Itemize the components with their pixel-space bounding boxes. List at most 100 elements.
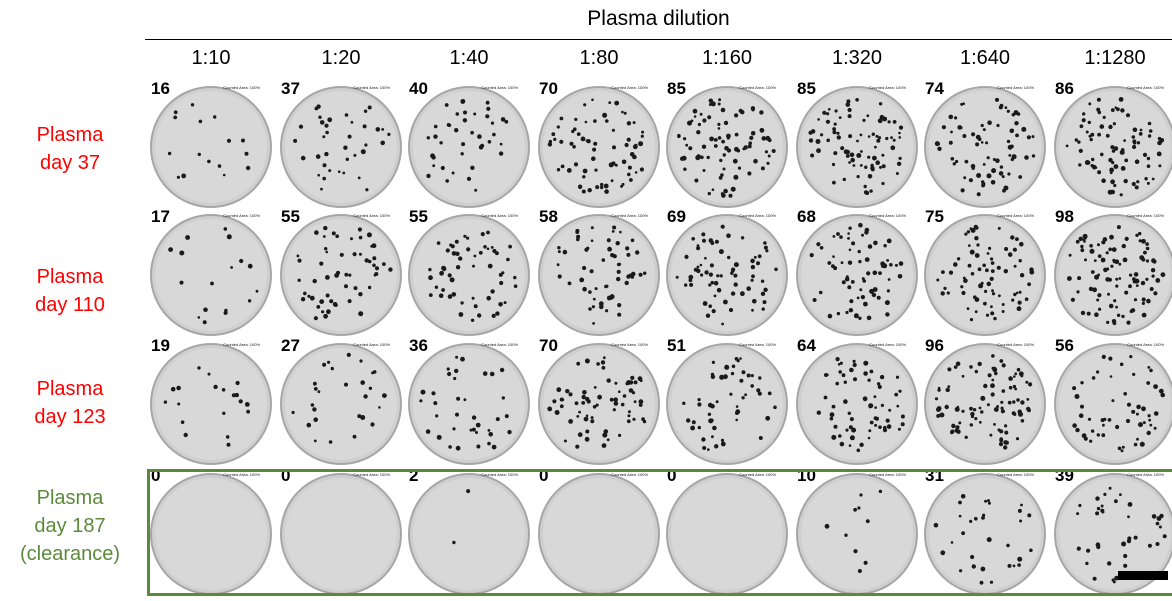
plaque-dot: [335, 234, 339, 238]
plaque-dot: [312, 278, 317, 284]
plaque-dot: [1020, 400, 1025, 405]
plaque-dot: [297, 278, 301, 282]
plaque-dot: [845, 102, 851, 107]
plaque-dot: [862, 396, 868, 402]
plaque-dot: [1134, 185, 1139, 190]
plaque-dot: [734, 132, 739, 137]
plaque-dot: [309, 295, 315, 301]
plaque-plate: 58 Counted Area: 100%: [536, 207, 662, 337]
plaque-dot: [1088, 102, 1092, 106]
plate-image: [1054, 214, 1172, 336]
plaque-plate: 70 Counted Area: 100%: [536, 336, 662, 466]
plaque-dot: [640, 134, 644, 138]
plaque-dot: [458, 256, 463, 261]
plate-medium: [929, 478, 1041, 590]
plaque-dot: [1146, 430, 1151, 436]
plaque-dot: [701, 437, 706, 442]
plaque-dot: [1112, 122, 1116, 126]
plaque-dot: [446, 367, 450, 371]
plaque-dot: [625, 381, 629, 386]
plaque-dot: [962, 276, 966, 280]
plaque-dot: [1155, 542, 1160, 546]
plaque-dot: [1141, 297, 1146, 302]
plaque-dot: [843, 399, 848, 404]
plaque-dot: [866, 315, 872, 321]
plaque-dot: [832, 235, 836, 238]
plaque-dot: [593, 386, 597, 389]
plate-caption: Counted Area: 100%: [739, 472, 776, 477]
plate-medium: [155, 478, 267, 590]
plaque-dot: [571, 129, 575, 134]
plaque-dot: [1158, 164, 1162, 168]
plaque-dot: [1006, 543, 1010, 548]
plaque-dot: [1113, 299, 1117, 303]
plaque-dot: [878, 489, 883, 494]
plaque-dot: [873, 240, 878, 246]
plaque-dot: [460, 152, 464, 156]
plaque-dot: [607, 246, 612, 252]
plaque-dot: [1108, 124, 1112, 128]
plaque-dot: [713, 144, 718, 148]
row-label: Plasma day 123: [0, 375, 140, 431]
plaque-dot: [833, 122, 837, 126]
plaque-dot: [634, 171, 638, 174]
plaque-dot: [715, 400, 719, 404]
plaque-dot: [507, 429, 512, 435]
plate-caption: Counted Area: 100%: [869, 472, 906, 477]
plaque-dot: [733, 282, 738, 287]
plaque-dot: [1007, 400, 1012, 405]
plaque-dot: [1111, 319, 1117, 324]
plaque-dot: [845, 154, 850, 158]
plaque-dot: [713, 138, 718, 142]
plaque-dot: [582, 168, 588, 174]
plaque-dot: [1027, 513, 1032, 518]
plaque-dot: [835, 357, 840, 362]
plaque-dot: [994, 371, 998, 376]
plaque-plate: 55 Counted Area: 100%: [406, 207, 532, 337]
plaque-dot: [841, 373, 846, 378]
plaque-dot: [367, 285, 372, 290]
plaque-dot: [1132, 277, 1136, 281]
plaque-dot: [313, 387, 318, 391]
plaque-dot: [1108, 247, 1112, 252]
plaque-dot: [766, 161, 770, 165]
plaque-dot: [454, 239, 459, 244]
plaque-dot: [956, 405, 960, 409]
plaque-dot: [477, 313, 482, 318]
plaque-dot: [702, 118, 707, 123]
plaque-dot: [764, 150, 768, 154]
plaque-dot: [1151, 274, 1155, 278]
plaque-dot: [963, 176, 967, 180]
clearance-highlight-box: [147, 469, 1172, 596]
plaque-dot: [970, 411, 975, 417]
plaque-dot: [847, 260, 853, 265]
plaque-dot: [999, 103, 1004, 108]
plaque-dot: [495, 417, 500, 422]
plaque-dot: [993, 407, 999, 412]
plaque-dot: [697, 122, 701, 127]
plaque-dot: [1080, 381, 1084, 385]
plaque-plate: 19 Counted Area: 100%: [148, 336, 274, 466]
plaque-dot: [760, 291, 766, 296]
plaque-dot: [327, 360, 331, 364]
plaque-plate: 0 Counted Area: 100%: [536, 466, 662, 596]
plaque-dot: [1092, 576, 1097, 581]
plaque-dot: [1120, 449, 1124, 453]
plaque-dot: [826, 112, 830, 116]
plaque-dot: [1006, 139, 1011, 144]
plaque-dot: [866, 271, 871, 276]
plaque-dot: [475, 422, 481, 428]
plaque-dot: [617, 303, 622, 308]
plaque-dot: [1114, 575, 1119, 581]
plaque-dot: [840, 146, 845, 151]
plaque-dot: [1114, 106, 1118, 109]
plaque-dot: [684, 283, 688, 287]
plaque-dot: [557, 274, 562, 279]
plaque-dot: [438, 293, 444, 298]
row-label-line: day 187: [34, 515, 106, 537]
plaque-dot: [1004, 430, 1009, 435]
plaque-dot: [1017, 409, 1022, 414]
plaque-dot: [362, 124, 367, 129]
plaque-dot: [614, 100, 620, 106]
plaque-dot: [718, 176, 723, 180]
